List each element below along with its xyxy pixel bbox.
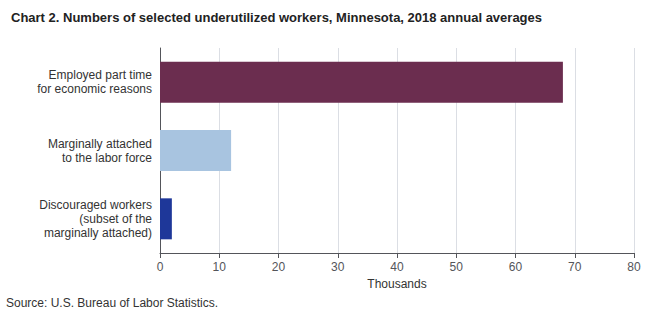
svg-text:10: 10 <box>213 260 227 274</box>
svg-text:50: 50 <box>450 260 464 274</box>
svg-text:marginally attached): marginally attached) <box>44 226 152 240</box>
svg-text:Employed part time: Employed part time <box>49 68 153 82</box>
svg-text:for economic reasons: for economic reasons <box>37 82 152 96</box>
svg-text:80: 80 <box>627 260 641 274</box>
svg-text:20: 20 <box>272 260 286 274</box>
svg-text:to the labor force: to the labor force <box>62 151 152 165</box>
svg-text:60: 60 <box>509 260 523 274</box>
svg-text:40: 40 <box>390 260 404 274</box>
svg-text:Source: U.S. Bureau of Labor S: Source: U.S. Bureau of Labor Statistics. <box>6 296 218 310</box>
svg-text:Marginally attached: Marginally attached <box>48 137 152 151</box>
svg-text:70: 70 <box>568 260 582 274</box>
svg-text:Discouraged workers: Discouraged workers <box>39 198 152 212</box>
svg-text:Chart 2. Numbers of selected u: Chart 2. Numbers of selected underutiliz… <box>11 10 542 25</box>
svg-text:0: 0 <box>157 260 164 274</box>
svg-text:(subset of the: (subset of the <box>79 212 152 226</box>
svg-text:30: 30 <box>331 260 345 274</box>
svg-text:Thousands: Thousands <box>367 277 426 291</box>
